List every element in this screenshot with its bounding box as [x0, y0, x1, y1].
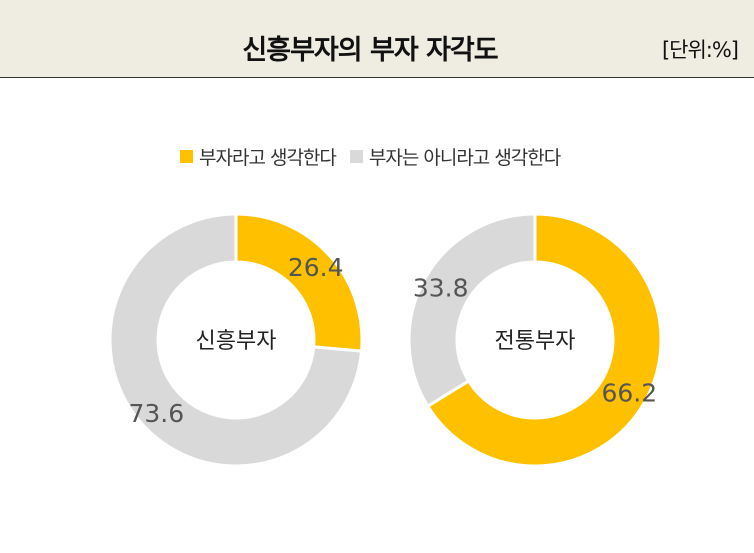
unit-label: [단위:%] — [661, 38, 739, 62]
donut-1-center-label: 전통부자 — [495, 329, 576, 354]
chart-title: 신흥부자의 부자 자각도 — [242, 35, 498, 66]
legend-label-not-rich: 부자는 아니라고 생각한다 — [368, 146, 561, 169]
legend-swatch-rich — [180, 149, 193, 163]
legend-label-rich: 부자라고 생각한다 — [199, 146, 337, 169]
legend-swatch-not-rich — [349, 149, 363, 163]
donut-0-label-1: 73.6 — [129, 399, 185, 428]
legend-item-rich: 부자라고 생각한다 — [180, 143, 337, 170]
donut-0-slice-1 — [108, 212, 364, 468]
donut-1-label-0: 66.2 — [601, 379, 657, 408]
header-bar: 신흥부자의 부자 자각도 [단위:%] — [0, 0, 754, 78]
donut-0-label-0: 26.4 — [288, 253, 344, 282]
donut-1-label-1: 33.8 — [413, 273, 469, 302]
donut-1-slice-0 — [425, 212, 663, 468]
donut-0-slice-0 — [234, 212, 364, 353]
donut-1-slice-1 — [407, 212, 537, 409]
legend: 부자라고 생각한다 부자는 아니라고 생각한다 — [180, 143, 574, 170]
donut-0-center-label: 신흥부자 — [196, 329, 277, 354]
legend-item-not-rich: 부자는 아니라고 생각한다 — [349, 143, 561, 170]
